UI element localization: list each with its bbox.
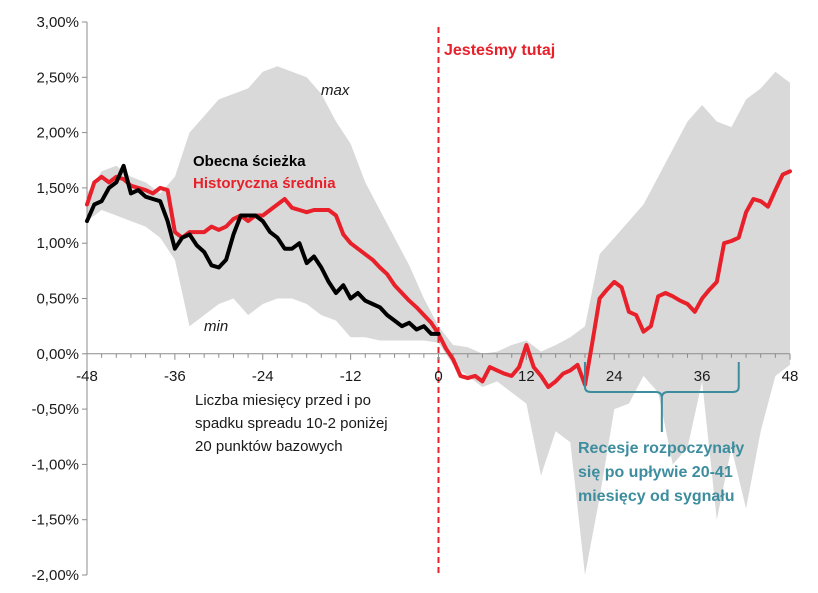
y-tick-label: 1,00%: [36, 235, 79, 252]
band-label-max: max: [321, 82, 350, 99]
y-tick-label: 1,50%: [36, 180, 79, 197]
y-tick-label: -1,50%: [31, 512, 79, 529]
legend-current-path: Obecna ścieżka: [193, 153, 306, 170]
band-label-min: min: [204, 318, 228, 335]
series-line-current-path: [85, 163, 441, 336]
x-tick-label: 0: [434, 368, 442, 385]
x-tick-label: -12: [340, 368, 362, 385]
y-tick-label: 2,50%: [36, 69, 79, 86]
x-tick-label: 12: [518, 368, 535, 385]
recession-text-line-2: się po upływie 20-41: [578, 464, 733, 481]
recession-brace: [583, 362, 740, 432]
recession-text-line-1: Recesje rozpoczynały: [578, 440, 744, 457]
x-tick-label: 48: [782, 368, 799, 385]
x-tick-label: -36: [164, 368, 186, 385]
x-tick-label: -48: [76, 368, 98, 385]
y-tick-label: 0,50%: [36, 291, 79, 308]
min-max-band: [87, 66, 790, 575]
y-tick-label: -1,00%: [31, 456, 79, 473]
y-tick-label: -0,50%: [31, 401, 79, 418]
x-axis-annotation-line-3: 20 punktów bazowych: [195, 438, 343, 455]
x-tick-label: 36: [694, 368, 711, 385]
y-tick-label: 3,00%: [36, 14, 79, 31]
x-axis-annotation-line-1: Liczba miesięcy przed i po: [195, 392, 371, 409]
x-tick-label: 24: [606, 368, 623, 385]
y-tick-label: 0,00%: [36, 346, 79, 363]
legend-historical-average: Historyczna średnia: [193, 175, 336, 192]
recession-text-line-3: miesięcy od sygnału: [578, 488, 735, 505]
y-tick-label: -2,00%: [31, 567, 79, 584]
x-axis-annotation-line-2: spadku spreadu 10-2 poniżej: [195, 415, 388, 432]
x-tick-label: -24: [252, 368, 274, 385]
y-tick-label: 2,00%: [36, 125, 79, 142]
here-marker-label: Jesteśmy tutaj: [444, 42, 555, 59]
